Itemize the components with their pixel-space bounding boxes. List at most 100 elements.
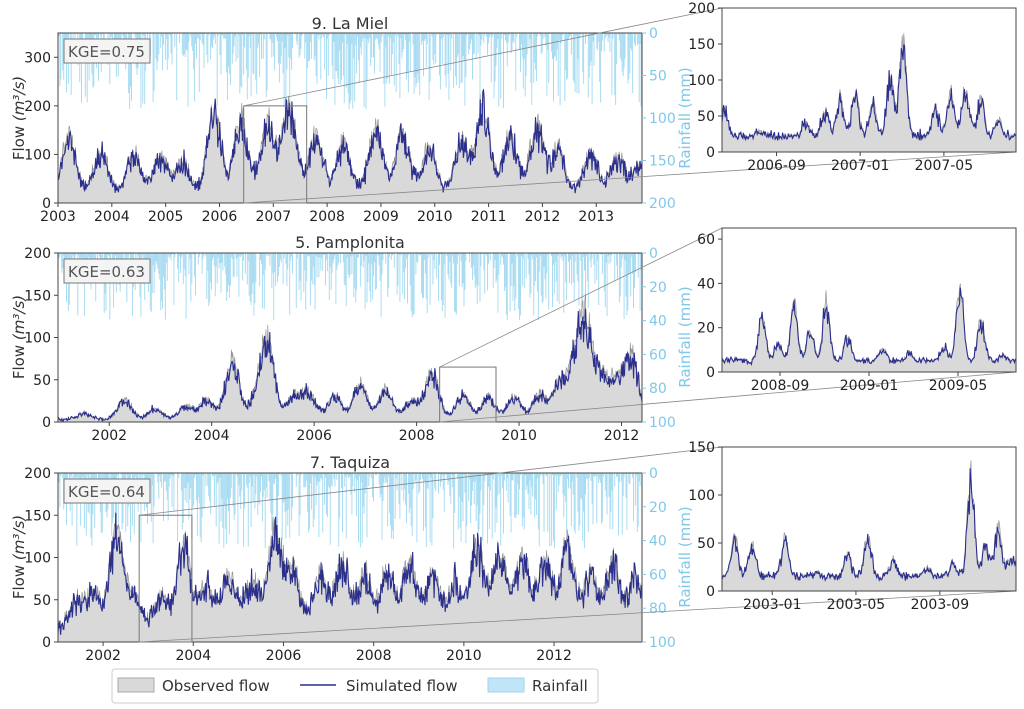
y2-axis-ticks: 0 50 100 150 200 bbox=[642, 26, 676, 212]
x-tick-label: 2013 bbox=[578, 209, 614, 225]
x-tick-label: 2010 bbox=[417, 209, 453, 225]
inset-flow-series bbox=[721, 33, 1017, 153]
y-tick-label: 200 bbox=[24, 466, 51, 482]
y-tick-label: 200 bbox=[688, 1, 715, 17]
y-tick-label: 100 bbox=[24, 147, 51, 163]
x-tick-label: 2004 bbox=[94, 209, 130, 225]
zoom-line bbox=[139, 446, 723, 516]
zoom-line bbox=[243, 7, 723, 107]
inset-x-axis-ticks: 2003-01 2003-05 2003-09 bbox=[743, 591, 969, 613]
legend-rainfall-swatch bbox=[487, 677, 525, 693]
y2-axis-label: Rainfall (mm) bbox=[676, 286, 694, 387]
x-tick-label: 2008 bbox=[356, 648, 392, 664]
y-axis-ticks: 0 50 100 150 200 bbox=[24, 246, 58, 431]
inset-la-miel: 0 50 100 150 200 2006-09 2007-01 2007-05 bbox=[688, 1, 1017, 174]
legend-box bbox=[111, 668, 599, 704]
x-tick-label: 2004 bbox=[194, 428, 230, 444]
x-tick-label: 2008 bbox=[309, 209, 345, 225]
y2-axis-ticks: 0 20 40 60 80 100 bbox=[642, 466, 676, 651]
rainfall-bars bbox=[58, 33, 642, 110]
y-tick-label: 100 bbox=[24, 551, 51, 567]
y2-tick-label: 100 bbox=[649, 111, 676, 127]
panel-taquiza: 7. Taquiza 0 50 100 150 200 0 20 40 60 80 100 200… bbox=[10, 446, 1017, 664]
y-tick-label: 50 bbox=[697, 109, 715, 125]
zoom-connector bbox=[138, 446, 1017, 643]
y-axis-label: Flow (m³/s) bbox=[10, 515, 28, 599]
kge-label: KGE=0.75 bbox=[68, 43, 145, 61]
x-tick-label: 2010 bbox=[501, 428, 537, 444]
y-tick-label: 100 bbox=[24, 331, 51, 347]
inset-pamplonita: 0 20 40 60 2008-09 2009-01 2009-05 bbox=[697, 227, 1017, 394]
y2-tick-label: 200 bbox=[649, 196, 676, 212]
x-tick-label: 2003-01 bbox=[743, 597, 802, 613]
x-tick-label: 2006 bbox=[266, 648, 302, 664]
y-tick-label: 50 bbox=[33, 373, 51, 389]
y2-tick-label: 60 bbox=[649, 347, 667, 363]
y-axis-ticks: 0 50 100 150 200 bbox=[24, 466, 58, 651]
y2-tick-label: 80 bbox=[649, 381, 667, 397]
x-tick-label: 2004 bbox=[175, 648, 211, 664]
y-tick-label: 150 bbox=[688, 440, 715, 456]
x-axis-ticks: 2003 2004 2005 2006 2007 2008 2009 2010 2011 2012… bbox=[40, 203, 614, 225]
x-tick-label: 2003 bbox=[40, 209, 76, 225]
y2-tick-label: 20 bbox=[649, 500, 667, 516]
inset-flow-series bbox=[721, 460, 1017, 592]
y2-tick-label: 60 bbox=[649, 567, 667, 583]
y-tick-label: 0 bbox=[42, 635, 51, 651]
y-axis-ticks: 0 100 200 300 bbox=[24, 50, 58, 212]
flow-series bbox=[57, 294, 643, 423]
x-tick-label: 2002 bbox=[91, 428, 127, 444]
zoom-rectangle bbox=[138, 514, 193, 643]
zoom-line bbox=[139, 590, 1017, 643]
inset-frame bbox=[721, 446, 1017, 592]
x-tick-label: 2010 bbox=[446, 648, 482, 664]
x-tick-label: 2007 bbox=[255, 209, 291, 225]
x-tick-label: 2012 bbox=[604, 428, 640, 444]
y-tick-label: 0 bbox=[706, 584, 715, 600]
x-tick-label: 2007-05 bbox=[915, 158, 974, 174]
kge-label: KGE=0.64 bbox=[68, 483, 145, 501]
x-tick-label: 2012 bbox=[525, 209, 561, 225]
legend: Observed flow Simulated flow Rainfall bbox=[111, 668, 599, 704]
zoom-rectangle bbox=[439, 366, 497, 423]
zoom-rectangle bbox=[243, 105, 308, 204]
rainfall-bars bbox=[58, 473, 642, 549]
simulated-flow-line bbox=[57, 88, 643, 194]
y-tick-label: 200 bbox=[24, 246, 51, 262]
y-tick-label: 0 bbox=[706, 365, 715, 381]
y2-tick-label: 0 bbox=[649, 466, 658, 482]
y2-tick-label: 100 bbox=[649, 415, 676, 431]
zoom-line bbox=[243, 151, 1017, 204]
x-tick-label: 2009-01 bbox=[840, 378, 899, 394]
x-tick-label: 2007-01 bbox=[831, 158, 890, 174]
y-tick-label: 200 bbox=[24, 99, 51, 115]
x-tick-label: 2006 bbox=[296, 428, 332, 444]
x-tick-label: 2008-09 bbox=[751, 378, 810, 394]
y2-axis-ticks: 0 20 40 60 80 100 bbox=[642, 246, 676, 431]
simulated-flow-line bbox=[721, 287, 1017, 367]
panel-title: 5. Pamplonita bbox=[295, 233, 405, 252]
y-tick-label: 300 bbox=[24, 50, 51, 66]
y-tick-label: 60 bbox=[697, 232, 715, 248]
y-axis-label: Flow (m³/s) bbox=[10, 76, 28, 160]
y-tick-label: 100 bbox=[688, 73, 715, 89]
zoom-connector bbox=[439, 227, 1017, 423]
y-tick-label: 50 bbox=[33, 593, 51, 609]
y-tick-label: 0 bbox=[706, 145, 715, 161]
simulated-flow-line bbox=[721, 468, 1017, 582]
x-tick-label: 2005 bbox=[148, 209, 184, 225]
observed-flow-area bbox=[721, 460, 1017, 592]
legend-rainfall-label: Rainfall bbox=[532, 677, 588, 695]
inset-taquiza: 0 50 100 150 2003-01 2003-05 2003-09 bbox=[688, 440, 1017, 613]
zoom-line bbox=[439, 227, 723, 368]
observed-flow-area bbox=[57, 294, 643, 423]
panel-title: 9. La Miel bbox=[312, 14, 389, 33]
x-tick-label: 2006 bbox=[202, 209, 238, 225]
inset-y-axis-ticks: 0 20 40 60 bbox=[697, 232, 722, 381]
x-tick-label: 2009-05 bbox=[929, 378, 988, 394]
legend-simulated-label: Simulated flow bbox=[346, 677, 457, 695]
y2-axis-label: Rainfall (mm) bbox=[676, 67, 694, 168]
y2-tick-label: 40 bbox=[649, 534, 667, 550]
inset-x-axis-ticks: 2008-09 2009-01 2009-05 bbox=[751, 372, 988, 394]
